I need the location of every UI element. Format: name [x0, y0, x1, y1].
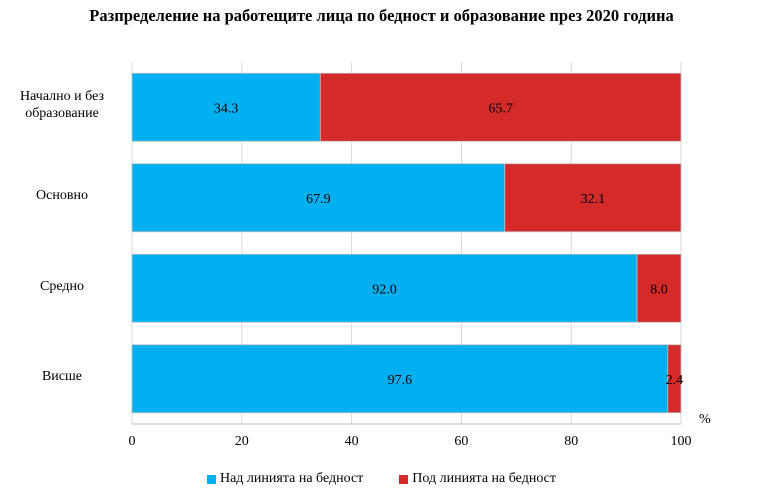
legend-item-above-poverty: Над линията на бедност	[206, 471, 364, 487]
bar-above-1	[131, 163, 506, 233]
data-label-below-3: 2.4	[666, 373, 684, 388]
category-label-2: Средно	[40, 278, 84, 294]
bar-below-1	[504, 163, 682, 233]
data-label-above-0: 34.3	[214, 101, 239, 116]
x-tick-label-2: 40	[344, 434, 359, 449]
legend-item-below-poverty: Под линията на бедност	[399, 471, 556, 487]
x-tick-label-0: 0	[128, 434, 136, 449]
data-label-above-3: 97.6	[388, 373, 413, 388]
x-tick-label-1: 20	[234, 434, 249, 449]
legend: Над линията на бедност Под линията на бе…	[0, 471, 763, 487]
x-tick-label-5: 100	[670, 434, 692, 449]
x-tick-label-3: 60	[454, 434, 469, 449]
bar-below-0	[319, 72, 682, 142]
data-label-above-2: 92.0	[372, 282, 397, 297]
category-label-3: Висше	[41, 369, 83, 385]
data-label-below-1: 32.1	[581, 192, 606, 207]
legend-label-below-poverty: Под линията на бедност	[412, 471, 557, 486]
legend-swatch-below-poverty	[399, 474, 409, 484]
category-label-0: Начално и без образование	[20, 89, 104, 122]
chart-title: Разпределение на работещите лица по бедн…	[89, 6, 674, 25]
legend-label-above-poverty: Над линията на бедност	[219, 471, 364, 486]
bar-above-2	[131, 253, 638, 323]
category-label-1: Основно	[36, 188, 88, 204]
bar-above-0	[131, 72, 321, 142]
x-tick-label-4: 80	[564, 434, 579, 449]
data-label-below-2: 8.0	[650, 282, 668, 297]
bar-below-3	[667, 344, 682, 414]
data-label-below-0: 65.7	[488, 101, 513, 116]
data-label-above-1: 67.9	[306, 192, 331, 207]
legend-swatch-above-poverty	[206, 474, 216, 484]
bar-above-3	[131, 344, 669, 414]
x-axis-unit: %	[699, 412, 711, 427]
bar-below-2	[636, 253, 682, 323]
